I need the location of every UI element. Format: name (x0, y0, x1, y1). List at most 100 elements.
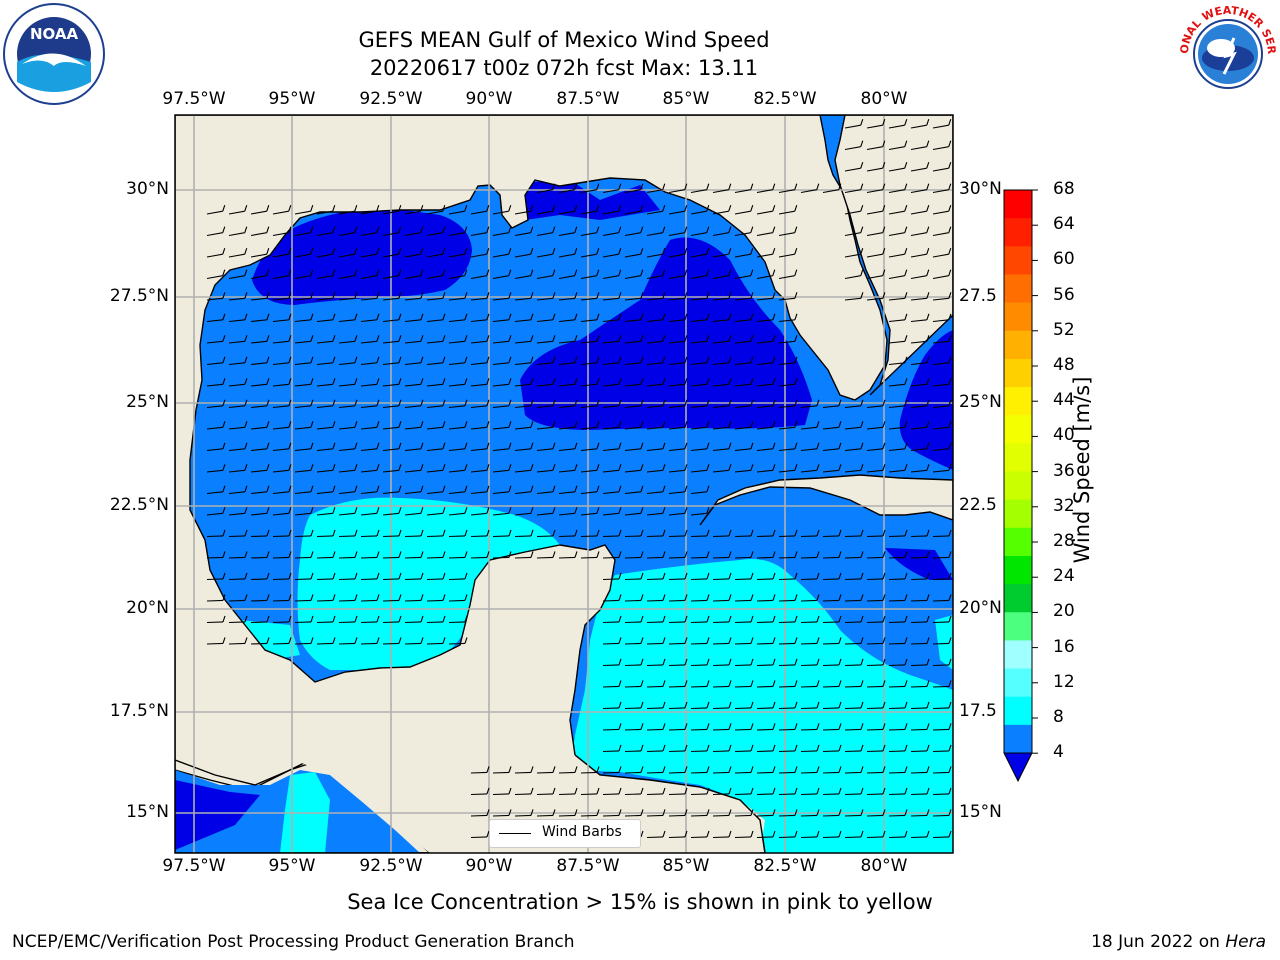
wind-barb-flag (310, 399, 314, 407)
colorbar-tick-label: 36 (1053, 460, 1075, 481)
wind-barb-flag (772, 766, 776, 773)
wind-barb (888, 814, 906, 817)
wind-barb (646, 685, 664, 688)
wind-barb (866, 793, 884, 796)
wind-barb-flag (332, 205, 336, 212)
wind-barb (404, 642, 422, 645)
wind-barb (932, 793, 950, 796)
wind-barb (646, 771, 664, 774)
colorbar-band (1004, 724, 1032, 754)
wind-barb-flag (222, 637, 226, 644)
wind-barb-flag (728, 292, 732, 299)
wind-barb (536, 448, 553, 452)
wind-barb-flag (354, 248, 358, 255)
wind-barb-flag (948, 119, 952, 126)
wind-barb (448, 535, 466, 538)
noaa-logo-text: NOAA (30, 25, 79, 43)
wind-barb (250, 362, 267, 366)
wind-barb-flag (508, 205, 512, 212)
wind-barb (668, 535, 686, 538)
wind-barb-flag (772, 464, 776, 471)
wind-barb-flag (552, 292, 556, 299)
wind-barb (448, 210, 465, 215)
wind-barb-flag (816, 637, 820, 644)
colorbar-band (1004, 415, 1032, 444)
wind-barb (382, 578, 400, 581)
wind-barb-flag (376, 226, 380, 233)
wind-barb-flag (728, 701, 732, 709)
wind-barb-flag (816, 701, 820, 709)
wind-barb (734, 793, 752, 796)
wind-barb-flag (662, 183, 666, 190)
wind-barb-flag (816, 744, 820, 752)
wind-barb (734, 599, 752, 602)
wind-barb (228, 621, 246, 624)
wind-barb (470, 319, 487, 323)
wind-barb-flag (640, 766, 644, 773)
wind-barb (294, 578, 312, 581)
wind-barb-flag (376, 442, 380, 450)
wind-barb (338, 362, 355, 366)
wind-barb (338, 319, 355, 323)
wind-barb (800, 405, 817, 409)
wind-barb-flag (750, 658, 754, 666)
wind-barb (250, 469, 267, 473)
wind-barb-flag (926, 162, 930, 169)
wind-barb (558, 275, 575, 280)
wind-barb (888, 642, 906, 645)
wind-barb-flag (728, 766, 732, 773)
wind-barb (294, 556, 312, 559)
wind-barb (580, 340, 597, 344)
wind-barb (580, 405, 597, 409)
wind-barb (734, 319, 751, 323)
wind-barb (756, 469, 773, 473)
wind-barb-flag (772, 356, 776, 364)
wind-barb (228, 535, 246, 538)
wind-barb (910, 146, 927, 151)
wind-barb-flag (772, 205, 776, 212)
wind-barb-flag (354, 226, 358, 233)
wind-barb-flag (618, 787, 622, 795)
wind-barb (558, 814, 576, 817)
wind-barb (426, 512, 443, 516)
wind-barb (756, 578, 774, 581)
wind-barb (778, 405, 795, 409)
wind-barb (316, 340, 333, 344)
wind-barb-flag (816, 680, 820, 687)
wind-barb (756, 728, 774, 731)
wind-barb-flag (266, 378, 270, 385)
wind-barb (426, 448, 443, 452)
wind-barb-flag (354, 378, 358, 385)
wind-barb (624, 578, 642, 581)
wind-barb (426, 232, 443, 237)
wind-barb-flag (420, 464, 424, 471)
wind-barb (404, 253, 421, 258)
wind-barb (690, 750, 708, 753)
wind-barb-flag (794, 335, 798, 342)
wind-barb (426, 556, 444, 559)
wind-barb (668, 599, 686, 602)
lat-label-right: 30°N (959, 179, 1002, 199)
wind-barb-flag (530, 292, 534, 299)
wind-barb (866, 707, 884, 710)
wind-barb (932, 556, 950, 559)
wind-barb (668, 685, 686, 688)
wind-barb-flag (750, 529, 754, 537)
wind-barb-flag (288, 507, 292, 514)
wind-barb-flag (684, 680, 688, 687)
wind-barb-flag (948, 205, 952, 212)
wind-barb-flag (926, 658, 930, 666)
wind-barb (822, 707, 840, 710)
wind-barb (624, 642, 642, 645)
wind-barb (382, 556, 400, 559)
wind-barb (756, 448, 773, 452)
wind-barb-flag (332, 378, 336, 385)
wind-barb (800, 621, 818, 624)
wind-barb (822, 426, 839, 430)
wind-barb-flag (486, 551, 490, 558)
wind-barb-flag (464, 378, 468, 385)
wind-barb (734, 578, 752, 581)
wind-barb (756, 297, 773, 301)
wind-barb-flag (530, 551, 534, 558)
wind-barb-flag (574, 335, 578, 342)
